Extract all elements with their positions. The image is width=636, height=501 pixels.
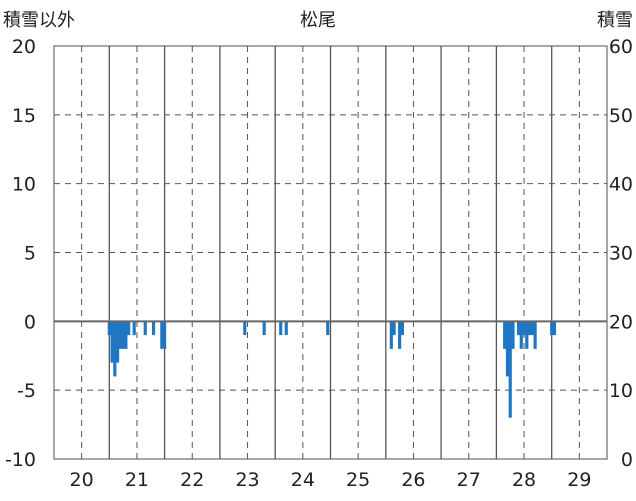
y-left-tick-label: -10 xyxy=(5,449,36,471)
bar xyxy=(503,321,507,349)
bar xyxy=(243,321,247,336)
y-left-tick-label: 15 xyxy=(12,105,36,127)
bar xyxy=(527,321,532,336)
bar xyxy=(124,321,128,349)
bar xyxy=(118,321,122,349)
left-axis-label: 積雪以外 xyxy=(3,10,75,31)
bar xyxy=(516,321,521,336)
bar xyxy=(533,321,537,349)
bar xyxy=(550,321,554,336)
bar xyxy=(522,321,526,336)
x-tick-label: 26 xyxy=(401,469,425,491)
bar xyxy=(143,321,147,336)
bar xyxy=(262,321,266,336)
bar xyxy=(151,321,156,336)
bar xyxy=(389,321,393,349)
bar xyxy=(508,321,512,418)
tick-labels: 20 21 22 23 24 25 26 27 28 29 20 60 15 50 10 40 5 30 0 20 -5… xyxy=(5,36,633,491)
y-left-tick-label: 5 xyxy=(24,243,36,265)
bar xyxy=(160,321,164,349)
bar xyxy=(525,321,529,349)
grid-lines xyxy=(54,46,607,459)
x-tick-label: 22 xyxy=(180,469,204,491)
bar xyxy=(132,321,136,336)
bar xyxy=(113,321,117,377)
bar xyxy=(116,321,120,363)
y-left-tick-label: 10 xyxy=(12,174,36,196)
x-tick-label: 29 xyxy=(567,469,591,491)
bar xyxy=(400,321,404,336)
x-tick-label: 24 xyxy=(291,469,315,491)
y-left-tick-label: -5 xyxy=(17,380,36,402)
bars-layer xyxy=(107,321,557,418)
x-tick-label: 21 xyxy=(125,469,149,491)
bar xyxy=(121,321,125,349)
bar xyxy=(326,321,330,336)
x-tick-label: 23 xyxy=(235,469,259,491)
y-right-tick-label: 10 xyxy=(609,380,633,402)
y-left-tick-label: 0 xyxy=(24,311,36,333)
x-tick-label: 20 xyxy=(70,469,94,491)
bar xyxy=(505,321,510,377)
x-tick-label: 25 xyxy=(346,469,370,491)
y-right-tick-label: 0 xyxy=(621,449,633,471)
y-left-tick-label: 20 xyxy=(12,36,36,58)
y-right-tick-label: 30 xyxy=(609,243,633,265)
right-axis-label: 積雪 xyxy=(597,10,633,31)
bar xyxy=(107,321,111,336)
y-right-tick-label: 60 xyxy=(609,36,633,58)
bar xyxy=(530,321,534,336)
bar xyxy=(519,321,523,349)
y-right-tick-label: 20 xyxy=(609,311,633,333)
bar xyxy=(552,321,557,336)
x-tick-label: 28 xyxy=(512,469,536,491)
bar xyxy=(398,321,402,349)
x-tick-label: 27 xyxy=(457,469,481,491)
bar xyxy=(163,321,167,349)
bar xyxy=(127,321,131,336)
bar xyxy=(284,321,288,336)
bar xyxy=(392,321,396,336)
bar xyxy=(279,321,283,336)
chart-title: 松尾 xyxy=(300,10,336,31)
y-right-tick-label: 50 xyxy=(609,105,633,127)
bar xyxy=(110,321,114,363)
y-right-tick-label: 40 xyxy=(609,174,633,196)
bar xyxy=(511,321,515,349)
